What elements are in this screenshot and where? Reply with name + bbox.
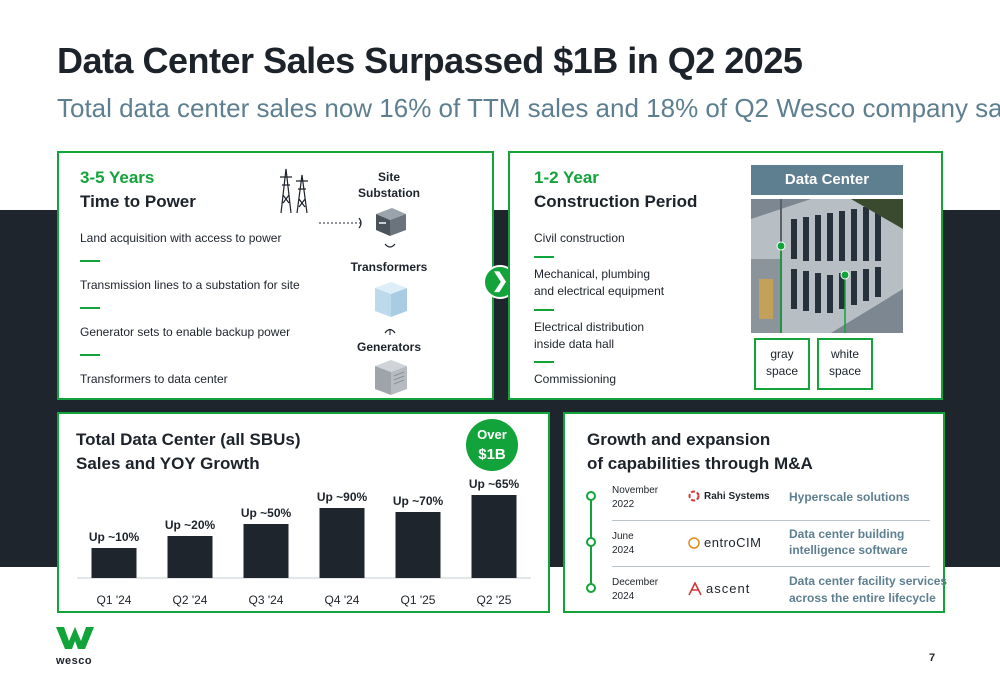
substation-icon bbox=[376, 208, 406, 236]
power-step-3: Generator sets to enable backup power bbox=[80, 325, 291, 339]
chart-data-label: Up ~70% bbox=[393, 494, 444, 508]
mna-heading-line1: Growth and expansion bbox=[587, 430, 771, 449]
generator-icon bbox=[375, 360, 407, 395]
power-step-2: Transmission lines to a substation for s… bbox=[80, 278, 300, 292]
chart-x-tick-label: Q4 '24 bbox=[325, 593, 360, 607]
power-step-4: Transformers to data center bbox=[80, 372, 228, 386]
acquisition-date-year: 2022 bbox=[612, 499, 635, 510]
divider bbox=[80, 260, 100, 262]
construction-duration: 1-2 Year bbox=[534, 168, 599, 187]
transformer-icon bbox=[375, 282, 407, 317]
badge-line2: $1B bbox=[478, 446, 506, 463]
substation-label-line1: Site bbox=[377, 170, 400, 184]
page-title: Data Center Sales Surpassed $1B in Q2 20… bbox=[57, 40, 803, 81]
construction-step-3b: inside data hall bbox=[534, 337, 615, 351]
acquisition-date-month: June bbox=[612, 531, 634, 542]
chart-bar bbox=[395, 512, 441, 578]
power-duration: 3-5 Years bbox=[80, 168, 155, 187]
connector-dotted-line bbox=[319, 217, 362, 229]
divider bbox=[80, 307, 100, 309]
acquisition-desc: Data center facility services bbox=[789, 574, 948, 588]
transformers-label: Transformers bbox=[350, 260, 428, 274]
rahi-logo-text: Rahi Systems bbox=[704, 490, 770, 502]
construction-step-1: Civil construction bbox=[534, 231, 625, 245]
generators-label: Generators bbox=[356, 340, 422, 354]
chart-data-label: Up ~90% bbox=[317, 490, 368, 504]
power-heading: Time to Power bbox=[80, 192, 196, 211]
entrocim-badge-icon bbox=[688, 536, 700, 549]
white-space-label: white space bbox=[817, 338, 873, 390]
data-center-image-title: Data Center bbox=[751, 165, 903, 195]
acquisition-date-month: December bbox=[612, 577, 659, 588]
chart-x-tick-label: Q2 '24 bbox=[173, 593, 208, 607]
ascent-logo-text: ascent bbox=[706, 581, 751, 596]
badge-line1: Over bbox=[477, 427, 507, 442]
mna-heading-line2: of capabilities through M&A bbox=[587, 454, 813, 473]
acquisition-date-month: November bbox=[612, 485, 659, 496]
transmission-tower-icon bbox=[280, 168, 308, 214]
chart-bar bbox=[471, 495, 517, 578]
timeline-dot bbox=[586, 537, 596, 547]
divider bbox=[534, 361, 554, 363]
white-space-word1: white bbox=[830, 347, 859, 361]
connector-arc-icon bbox=[384, 243, 396, 248]
mna-card bbox=[563, 412, 945, 613]
chart-x-tick-label: Q2 '25 bbox=[477, 593, 512, 607]
chart-bar bbox=[167, 536, 213, 578]
gray-space-word2: space bbox=[765, 364, 799, 378]
page-number: 7 bbox=[929, 652, 936, 664]
page-subtitle: Total data center sales now 16% of TTM s… bbox=[57, 93, 1000, 123]
power-step-1: Land acquisition with access to power bbox=[80, 231, 282, 245]
substation-label-line2: Substation bbox=[358, 186, 420, 200]
ascent-a-icon bbox=[688, 581, 702, 595]
timeline-separator bbox=[612, 566, 930, 567]
chart-data-label: Up ~50% bbox=[241, 506, 292, 520]
chart-data-label: Up ~20% bbox=[165, 518, 216, 532]
gray-space-label: gray space bbox=[754, 338, 810, 390]
connector-arc-icon bbox=[384, 328, 396, 335]
wesco-w-icon bbox=[56, 627, 94, 649]
divider bbox=[80, 354, 100, 356]
divider bbox=[534, 309, 554, 311]
construction-step-3a: Electrical distribution bbox=[534, 320, 645, 334]
timeline-dot bbox=[586, 583, 596, 593]
acquisition-desc: Hyperscale solutions bbox=[789, 490, 910, 504]
sales-bar-chart: Up ~10% Q1 '24 Up ~20% Q2 '24 Up ~50% Q3 '24 U… bbox=[77, 477, 531, 607]
gray-space-word1: gray bbox=[770, 347, 794, 361]
chart-data-label: Up ~10% bbox=[89, 530, 140, 544]
rahi-systems-logo: Rahi Systems bbox=[688, 490, 770, 502]
white-space-word2: space bbox=[828, 364, 862, 378]
chart-title-line1: Total Data Center (all SBUs) bbox=[76, 430, 301, 449]
construction-step-4: Commissioning bbox=[534, 372, 617, 386]
chart-bar bbox=[91, 548, 137, 578]
chart-bar bbox=[243, 524, 289, 578]
time-to-power-card: 3-5 Years Time to Power Land acquisition… bbox=[57, 151, 494, 400]
chart-title-line2: Sales and YOY Growth bbox=[76, 454, 260, 473]
divider bbox=[534, 256, 554, 258]
acquisition-desc: intelligence software bbox=[789, 543, 908, 557]
chart-x-tick-label: Q1 '25 bbox=[401, 593, 436, 607]
acquisition-date-year: 2024 bbox=[612, 545, 635, 556]
chart-data-label: Up ~65% bbox=[469, 477, 520, 491]
chart-x-tick-label: Q1 '24 bbox=[97, 593, 132, 607]
wesco-logo: wesco bbox=[56, 627, 94, 667]
entrocim-logo-text: entroCIM bbox=[704, 535, 762, 550]
acquisition-desc: across the entire lifecycle bbox=[789, 591, 936, 605]
timeline-dot bbox=[586, 491, 596, 501]
construction-heading: Construction Period bbox=[534, 192, 698, 211]
wesco-wordmark: wesco bbox=[56, 655, 93, 667]
acquisition-desc: Data center building bbox=[789, 527, 905, 541]
rahi-ring-icon bbox=[688, 490, 700, 502]
chart-bar bbox=[319, 508, 365, 578]
entrocim-logo: entroCIM bbox=[688, 535, 761, 550]
ascent-logo: ascent bbox=[688, 581, 750, 596]
over-1b-badge: Over $1B bbox=[466, 419, 518, 471]
data-center-illustration bbox=[751, 199, 903, 333]
chart-x-tick-label: Q3 '24 bbox=[249, 593, 284, 607]
timeline-separator bbox=[612, 520, 930, 521]
construction-step-2a: Mechanical, plumbing bbox=[534, 267, 651, 281]
acquisition-date-year: 2024 bbox=[612, 591, 635, 602]
construction-step-2b: and electrical equipment bbox=[534, 284, 665, 298]
